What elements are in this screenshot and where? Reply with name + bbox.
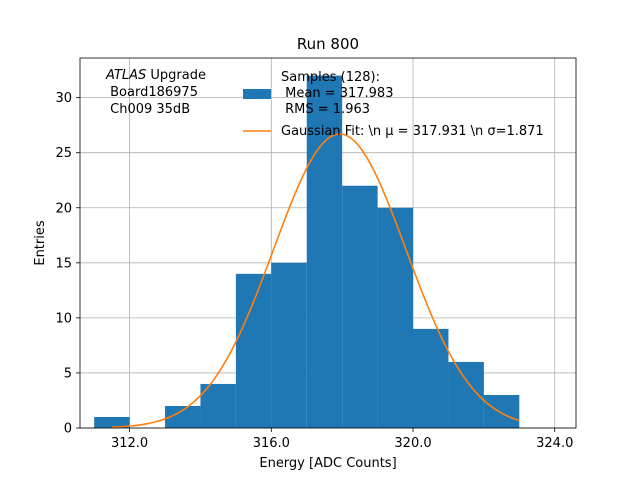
legend-samples-line1: Samples (128): [281, 70, 380, 85]
plot-frame [79, 57, 577, 429]
x-axis-ticks: 312.0 316.0 320.0 324.0 [111, 428, 573, 451]
annotation-atlas: ATLAS [105, 68, 146, 83]
x-tick-label: 316.0 [253, 436, 290, 451]
histogram-bar [271, 262, 307, 428]
x-axis-title: Energy [ADC Counts] [259, 456, 396, 471]
y-tick-label: 25 [55, 146, 72, 161]
histogram-bar [94, 416, 130, 428]
histogram-bar [235, 273, 272, 428]
legend-fit-label: Gaussian Fit: \n μ = 317.931 \n σ=1.871 [281, 124, 544, 139]
histogram-bar [200, 383, 236, 428]
gaussian-fit-curve [111, 133, 520, 428]
y-tick-label: 10 [55, 311, 72, 326]
y-tick-label: 5 [64, 366, 72, 381]
y-tick-label: 15 [55, 256, 72, 271]
histogram-bar [413, 328, 449, 428]
legend: Samples (128): Mean = 317.983 RMS = 1.96… [243, 70, 544, 139]
legend-samples-line2: Mean = 317.983 [281, 86, 393, 101]
gaussian-fit [111, 133, 520, 428]
y-tick-label: 0 [64, 422, 72, 437]
annotation-board: Board186975 [106, 85, 198, 100]
y-tick-label: 20 [55, 201, 72, 216]
svg-text:ATLAS Upgrade: ATLAS Upgrade [105, 68, 206, 83]
x-tick-label: 324.0 [536, 436, 573, 451]
y-tick-label: 30 [55, 91, 72, 106]
y-axis-title: Entries [33, 220, 48, 266]
histogram-bar [165, 405, 201, 428]
chart-title: Run 800 [297, 35, 359, 53]
histogram-bar [342, 185, 378, 428]
legend-samples-swatch [243, 89, 271, 99]
histogram-bar [377, 207, 414, 428]
y-axis-ticks: 0 5 10 15 20 25 30 [55, 91, 80, 437]
histogram-bar [483, 394, 520, 428]
annotation-upgrade: Upgrade [146, 68, 206, 83]
atlas-annotation: ATLAS Upgrade Board186975 Ch009 35dB [105, 68, 206, 117]
annotation-channel: Ch009 35dB [106, 102, 190, 117]
x-tick-label: 312.0 [111, 436, 148, 451]
histogram-bars [94, 75, 520, 428]
legend-samples-line3: RMS = 1.963 [281, 102, 370, 117]
x-tick-label: 320.0 [394, 436, 431, 451]
